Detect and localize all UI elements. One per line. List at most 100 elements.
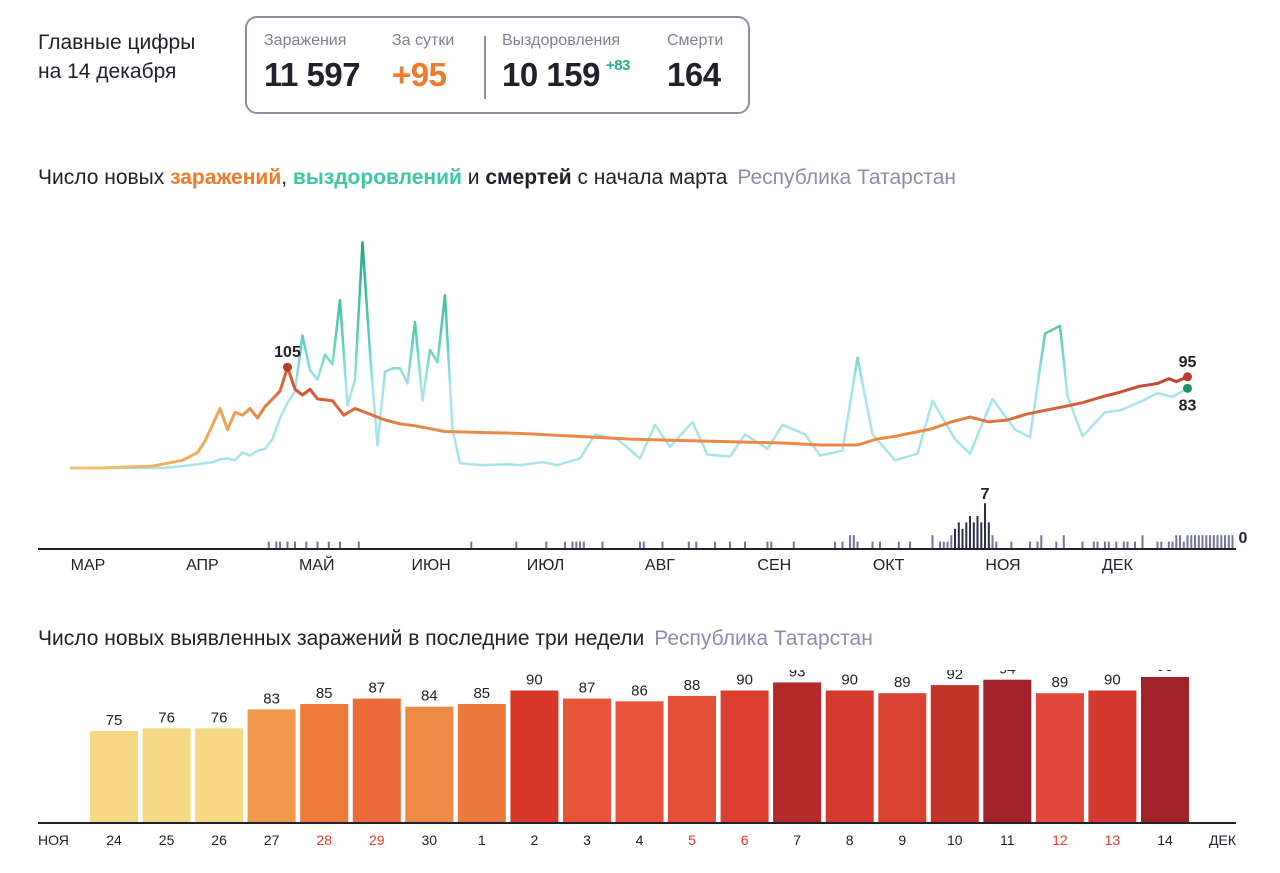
day-label: 4 [636, 832, 644, 848]
deaths-bar [871, 541, 874, 548]
deaths-bar [661, 541, 664, 548]
stat-recoveries-value-row: 10 159 +83 [502, 56, 630, 94]
day-label: 8 [846, 832, 854, 848]
day-bar-value: 89 [894, 674, 911, 691]
infections-line [70, 365, 1189, 470]
deaths-bar [1209, 535, 1211, 548]
month-end-label: ДЕК [1209, 832, 1237, 848]
month-label: АПР [186, 557, 219, 574]
deaths-bar [931, 535, 934, 548]
deaths-end-label: 0 [1239, 530, 1248, 547]
deaths-bar [1212, 535, 1215, 548]
day-bar-value: 85 [316, 685, 333, 702]
deaths-bar [695, 541, 698, 548]
stat-daily-value: +95 [392, 56, 447, 93]
deaths-bar [327, 541, 330, 548]
chart1-region: Республика Татарстан [737, 166, 957, 189]
chart2-region: Республика Татарстан [654, 627, 873, 650]
month-label: МАЙ [299, 555, 335, 574]
day-bar [352, 698, 401, 822]
day-bar [930, 685, 979, 822]
deaths-bar [571, 541, 574, 548]
deaths-bar [1010, 541, 1013, 548]
day-bar [247, 709, 296, 822]
deaths-bar [957, 522, 960, 548]
deaths-bar [1036, 541, 1039, 548]
stat-recoveries-value: 10 159 [502, 56, 600, 93]
deaths-bar [729, 541, 731, 548]
deaths-bar [1160, 541, 1163, 548]
day-label: 27 [264, 832, 280, 848]
day-label: 14 [1157, 832, 1173, 848]
day-label: 13 [1105, 832, 1121, 848]
day-label: 12 [1052, 832, 1068, 848]
deaths-bar [909, 541, 911, 548]
month-label: АВГ [645, 557, 675, 574]
month-label: МАР [71, 557, 106, 574]
chart1-title-part1: Число новых [38, 166, 171, 189]
deaths-bar [294, 541, 296, 548]
stat-deaths: Смерти 164 [667, 32, 723, 94]
day-label: 2 [531, 832, 539, 848]
deaths-bar [575, 541, 578, 548]
day-label: 1 [478, 832, 486, 848]
day-bar [878, 693, 927, 822]
day-bar [90, 731, 138, 822]
deaths-bar [744, 541, 746, 548]
deaths-bar [987, 522, 990, 548]
month-start-label: НОЯ [38, 832, 69, 848]
deaths-bar [1182, 541, 1185, 548]
deaths-bar [995, 541, 998, 548]
deaths-bar [687, 541, 690, 548]
day-label: 5 [688, 832, 696, 848]
deaths-bar [766, 541, 769, 548]
day-label: 28 [316, 832, 332, 848]
deaths-bar [849, 535, 851, 548]
day-label: 25 [159, 832, 175, 848]
deaths-bar [1167, 541, 1170, 548]
day-bar-value: 86 [631, 682, 648, 699]
chart1-title-infections: заражений [170, 166, 282, 189]
stat-deaths-value: 164 [667, 56, 721, 93]
deaths-bar [1096, 541, 1099, 548]
day-label: 9 [898, 832, 906, 848]
deaths-bar [1055, 541, 1058, 548]
stat-recoveries-label: Выздоровления [502, 32, 620, 49]
day-bar [510, 690, 559, 822]
day-bar-value: 84 [421, 688, 438, 705]
deaths-bar [357, 541, 360, 548]
deaths-bar [852, 535, 855, 548]
infections-peak-label: 105 [274, 344, 301, 361]
day-bar-value: 90 [736, 672, 753, 689]
chart1-title-part2: , [281, 166, 293, 189]
day-bar [300, 704, 349, 822]
infections-end-dot [1183, 372, 1192, 382]
deaths-bar [1141, 535, 1144, 548]
deaths-bar [950, 535, 953, 548]
deaths-bar [1156, 541, 1159, 548]
cases-timeline-chart: МАР АПР МАЙ ИЮН ИЮЛ АВГ СЕН ОКТ НОЯ ДЕК 105 95 83… [38, 241, 1248, 574]
deaths-bar [545, 541, 548, 548]
recoveries-line [70, 241, 1189, 470]
day-bar-value: 76 [211, 709, 228, 726]
day-bar-value: 90 [526, 672, 543, 689]
deaths-bar [305, 541, 308, 548]
stat-deaths-label: Смерти [667, 32, 724, 49]
day-bar-value: 87 [579, 680, 596, 697]
stats-panel: Заражения 11 597 За сутки +95 Выздоровле… [245, 16, 750, 114]
deaths-bar [897, 541, 900, 548]
stats-divider [484, 36, 486, 99]
day-label: 29 [369, 832, 385, 848]
month-label: СЕН [757, 557, 791, 574]
day-label: 10 [947, 832, 963, 848]
deaths-bar [946, 541, 949, 548]
deaths-bar [961, 528, 964, 548]
deaths-bar [792, 541, 795, 548]
chart1-title-part3: и [461, 166, 486, 189]
deaths-bar [1081, 541, 1084, 548]
deaths-bar [579, 541, 581, 548]
deaths-bar [1201, 535, 1204, 548]
deaths-bar [942, 541, 945, 548]
deaths-bar [954, 528, 956, 548]
deaths-bar [980, 522, 983, 548]
